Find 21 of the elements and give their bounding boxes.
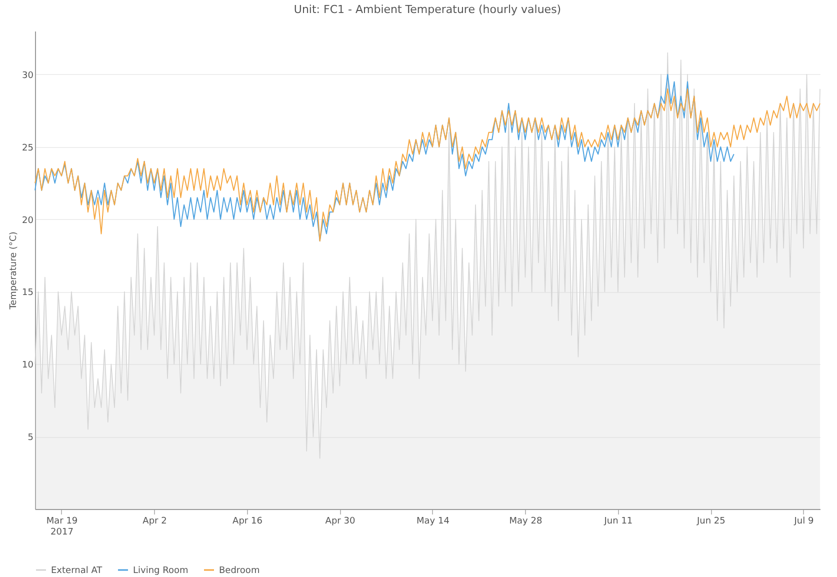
x-tick-label: Jun 25 bbox=[696, 516, 726, 526]
legend-label: Living Room bbox=[133, 566, 188, 576]
x-tick-label: Apr 2 bbox=[142, 516, 167, 526]
y-tick-label: 15 bbox=[22, 288, 34, 298]
x-tick-label: Jun 11 bbox=[603, 516, 633, 526]
x-tick-label: Jul 9 bbox=[793, 516, 814, 526]
y-tick-label: 20 bbox=[22, 216, 34, 226]
y-tick-label: 30 bbox=[22, 70, 34, 81]
x-tick-label: Mar 19 2017 bbox=[46, 516, 78, 538]
x-tick-label: Apr 30 bbox=[325, 516, 356, 526]
x-tick-label: Apr 16 bbox=[232, 516, 263, 526]
x-tick-label: May 14 bbox=[416, 516, 450, 526]
legend-label: External AT bbox=[51, 566, 103, 576]
y-tick-label: 25 bbox=[22, 143, 34, 154]
line-series bbox=[34, 88, 820, 242]
y-tick-label: 5 bbox=[28, 433, 34, 444]
legend-label: Bedroom bbox=[219, 566, 260, 576]
y-tick-label: 10 bbox=[22, 360, 34, 371]
chart-title: Unit: FC1 - Ambient Temperature (hourly values) bbox=[294, 3, 562, 16]
x-tick-label: May 28 bbox=[509, 516, 542, 526]
y-axis-title: Temperature (°C) bbox=[9, 232, 20, 310]
